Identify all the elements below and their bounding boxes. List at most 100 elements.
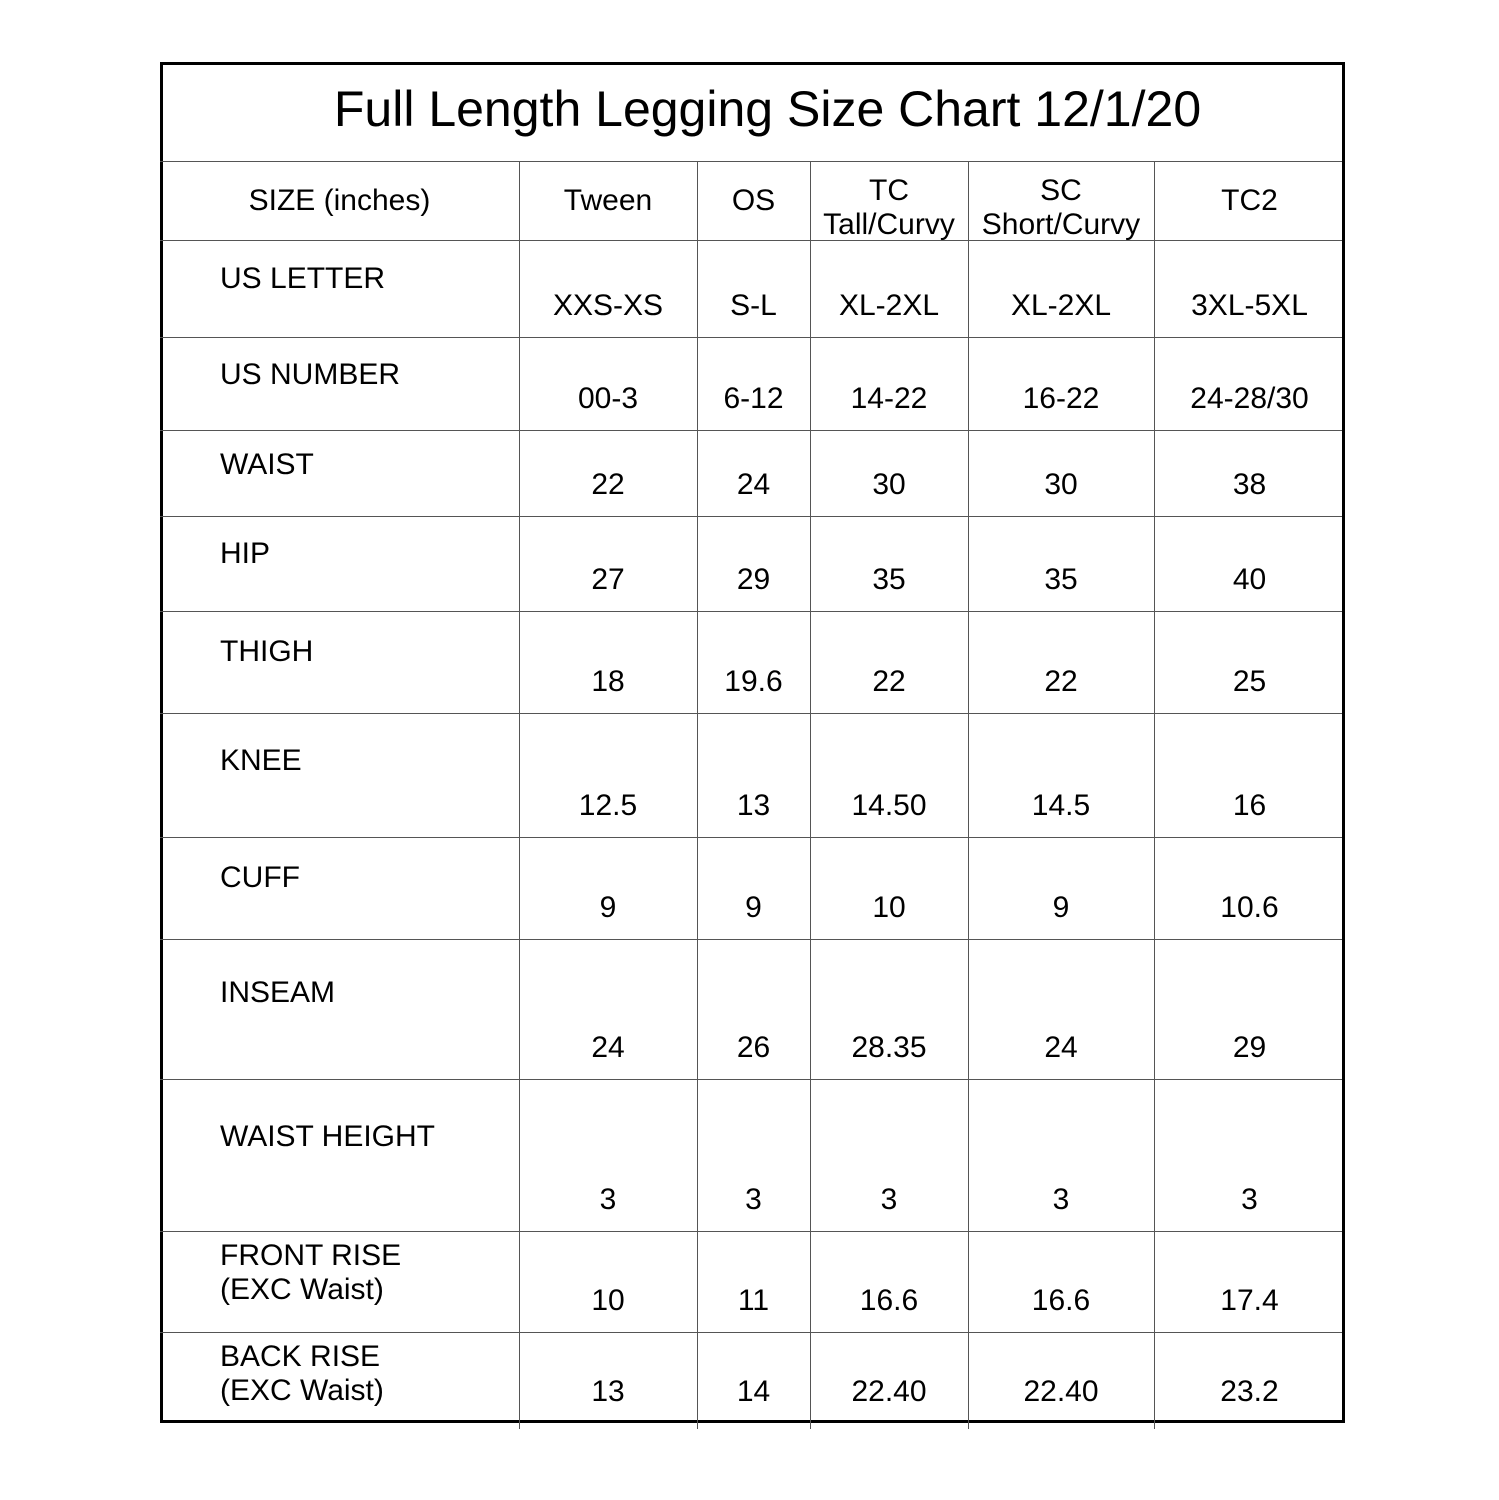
column-header-line: Tween <box>563 184 653 217</box>
table-cell: 35 <box>872 563 906 596</box>
table-cell: XL-2XL <box>838 289 940 322</box>
table-cell: 9 <box>1052 891 1070 924</box>
table-cell: 14-22 <box>850 382 928 415</box>
row-label: CUFF <box>220 861 300 895</box>
row-divider <box>160 430 1342 431</box>
table-cell: 25 <box>1232 665 1267 698</box>
page-title: Full Length Legging Size Chart 12/1/20 <box>333 81 1202 137</box>
table-cell: 16 <box>1232 789 1267 822</box>
row-label: US NUMBER <box>220 358 400 392</box>
table-cell: 22.40 <box>1023 1375 1099 1408</box>
row-label-line: (EXC Waist) <box>220 1374 384 1407</box>
table-cell: 29 <box>736 563 771 596</box>
table-cell: 27 <box>591 563 625 596</box>
column-divider <box>519 161 520 1429</box>
row-label-line: US LETTER <box>220 261 386 295</box>
row-label: FRONT RISE (EXC Waist) <box>220 1239 401 1307</box>
table-cell: 3 <box>880 1183 898 1216</box>
size-chart-table <box>160 62 1345 1423</box>
table-cell: 12.5 <box>578 789 638 822</box>
table-cell: 24 <box>736 468 771 501</box>
row-label: INSEAM <box>220 976 335 1010</box>
column-header-line: SIZE (inches) <box>248 184 431 217</box>
column-header: TC Tall/Curvy <box>810 174 968 242</box>
table-cell: 24 <box>1044 1031 1078 1064</box>
row-divider <box>160 337 1342 338</box>
row-label-line: BACK RISE <box>220 1340 381 1373</box>
table-cell: 18 <box>591 665 625 698</box>
table-cell: 3 <box>1052 1183 1070 1216</box>
table-cell: 24 <box>591 1031 625 1064</box>
row-label-line: CUFF <box>220 860 300 894</box>
row-label-line: FRONT RISE <box>220 1239 402 1272</box>
row-divider <box>160 611 1342 612</box>
table-cell: 40 <box>1232 563 1267 596</box>
table-cell: 17.4 <box>1220 1284 1279 1317</box>
column-divider <box>968 161 969 1429</box>
row-label-line: (EXC Waist) <box>220 1273 384 1306</box>
table-cell: 30 <box>872 468 906 501</box>
table-cell: XXS-XS <box>552 289 664 322</box>
column-header: SC Short/Curvy <box>968 174 1154 242</box>
column-header-line: TC <box>869 174 909 207</box>
table-cell: 6-12 <box>723 382 784 415</box>
row-label: HIP <box>220 537 270 571</box>
row-label-line: KNEE <box>220 744 302 778</box>
row-label-line: WAIST <box>220 448 314 482</box>
row-divider <box>160 240 1342 241</box>
row-label: KNEE <box>220 744 302 778</box>
column-divider <box>810 161 811 1429</box>
table-cell: S-L <box>730 289 777 322</box>
table-cell: 30 <box>1044 468 1078 501</box>
row-label: WAIST HEIGHT <box>220 1120 435 1154</box>
table-cell: 3XL-5XL <box>1191 289 1308 322</box>
table-cell: 22 <box>591 468 625 501</box>
column-divider <box>697 161 698 1429</box>
column-header: Tween <box>519 184 697 218</box>
table-cell: 00-3 <box>577 382 639 415</box>
column-header: TC2 <box>1154 184 1345 218</box>
column-header: SIZE (inches) <box>160 184 519 218</box>
column-header-line: OS <box>731 184 776 217</box>
table-cell: 9 <box>599 891 617 924</box>
row-divider <box>160 1079 1342 1080</box>
table-cell: 26 <box>736 1031 771 1064</box>
row-divider <box>160 1332 1342 1333</box>
table-cell: 16-22 <box>1022 382 1100 415</box>
column-header-subline: Tall/Curvy <box>823 208 955 241</box>
table-cell: 11 <box>737 1284 770 1317</box>
table-cell: 22 <box>1044 665 1078 698</box>
table-cell: 29 <box>1232 1031 1267 1064</box>
table-cell: 19.6 <box>724 665 783 698</box>
row-divider <box>160 837 1342 838</box>
table-cell: 13 <box>736 789 771 822</box>
table-cell: 22 <box>872 665 906 698</box>
table-cell: 23.2 <box>1220 1375 1279 1408</box>
row-divider <box>160 1231 1342 1232</box>
table-cell: 3 <box>745 1183 762 1216</box>
column-header-line: SC <box>1040 174 1082 207</box>
row-label: THIGH <box>220 635 313 669</box>
row-label: US LETTER <box>220 262 385 296</box>
table-cell: 13 <box>591 1375 625 1408</box>
table-cell: 28.35 <box>851 1031 927 1064</box>
table-cell: 10.6 <box>1220 891 1279 924</box>
row-label: BACK RISE (EXC Waist) <box>220 1340 384 1408</box>
table-cell: 16.6 <box>859 1284 919 1317</box>
table-cell: 10 <box>591 1284 625 1317</box>
table-cell: 14.50 <box>851 789 927 822</box>
table-cell: 10 <box>872 891 906 924</box>
table-cell: 24-28/30 <box>1190 382 1309 415</box>
table-cell: 14 <box>736 1375 771 1408</box>
table-cell: 14.5 <box>1031 789 1091 822</box>
column-header-subline: Short/Curvy <box>981 208 1141 241</box>
table-cell: 9 <box>745 891 762 924</box>
column-header: OS <box>697 184 810 218</box>
row-label-line: HIP <box>220 537 271 571</box>
table-cell: 3 <box>1241 1183 1258 1216</box>
column-divider <box>1154 161 1155 1429</box>
table-cell: 35 <box>1044 563 1078 596</box>
row-divider <box>160 516 1342 517</box>
row-label-line: THIGH <box>220 634 314 668</box>
table-cell: 16.6 <box>1031 1284 1091 1317</box>
